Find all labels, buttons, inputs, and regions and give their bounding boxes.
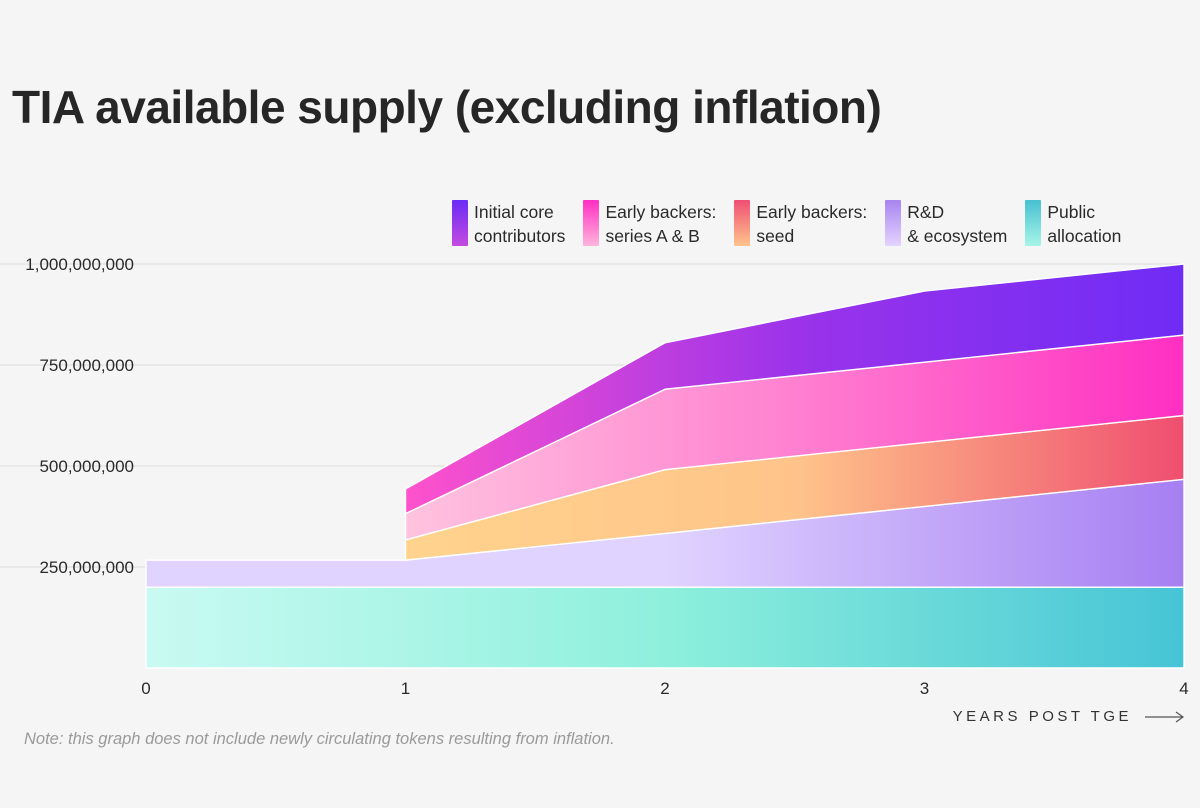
legend-swatch [734, 200, 751, 246]
legend-item: R&D & ecosystem [885, 200, 1007, 248]
legend-swatch [583, 200, 600, 246]
legend-label-line: R&D [907, 202, 945, 222]
legend-label-line: Early backers: [756, 202, 868, 222]
x-tick-label: 2 [660, 679, 669, 698]
legend-label: Initial core contributors [474, 200, 565, 248]
legend-label-line: allocation [1047, 226, 1122, 246]
legend-label-line: series A & B [605, 226, 700, 246]
x-axis-ticks: 0 1 2 3 4 [141, 679, 1188, 698]
legend-item: Early backers: series A & B [583, 200, 716, 248]
chart-title: TIA available supply (excluding inflatio… [12, 81, 882, 133]
y-axis-ticks: 250,000,000 500,000,000 750,000,000 1,000,0… [25, 255, 134, 577]
legend-label-line: contributors [474, 226, 566, 246]
legend-label: Early backers: seed [756, 200, 867, 248]
legend: Initial core contributors Early backers: se… [452, 200, 1121, 248]
legend-label: Early backers: series A & B [605, 200, 716, 248]
legend-item: Initial core contributors [452, 200, 565, 248]
area-series-4 [404, 263, 1185, 515]
arrow-right-icon [1145, 711, 1185, 723]
footnote: Note: this graph does not include newly … [24, 730, 615, 748]
y-tick-label: 750,000,000 [39, 356, 134, 375]
legend-swatch [1025, 200, 1042, 246]
x-tick-label: 1 [401, 679, 410, 698]
legend-label-line: seed [756, 226, 795, 246]
y-tick-label: 500,000,000 [39, 457, 134, 476]
legend-swatch [452, 200, 468, 246]
legend-swatch [885, 200, 902, 246]
legend-label-line: & ecosystem [907, 226, 1008, 246]
area-series [145, 263, 1185, 669]
x-tick-label: 4 [1179, 679, 1188, 698]
legend-item: Early backers: seed [734, 200, 867, 248]
x-tick-label: 0 [141, 679, 150, 698]
y-tick-label: 250,000,000 [39, 558, 134, 577]
legend-label: R&D & ecosystem [907, 200, 1007, 248]
x-axis-title: YEARS POST TGE [952, 708, 1132, 725]
area-series-0 [145, 586, 1185, 669]
legend-label-line: Public [1047, 202, 1096, 222]
legend-label: Public allocation [1047, 200, 1121, 248]
x-tick-label: 3 [920, 679, 929, 698]
legend-label-line: Early backers: [605, 202, 717, 222]
y-tick-label: 1,000,000,000 [25, 255, 134, 274]
legend-label-line: Initial core [474, 202, 554, 222]
legend-item: Public allocation [1025, 200, 1121, 248]
